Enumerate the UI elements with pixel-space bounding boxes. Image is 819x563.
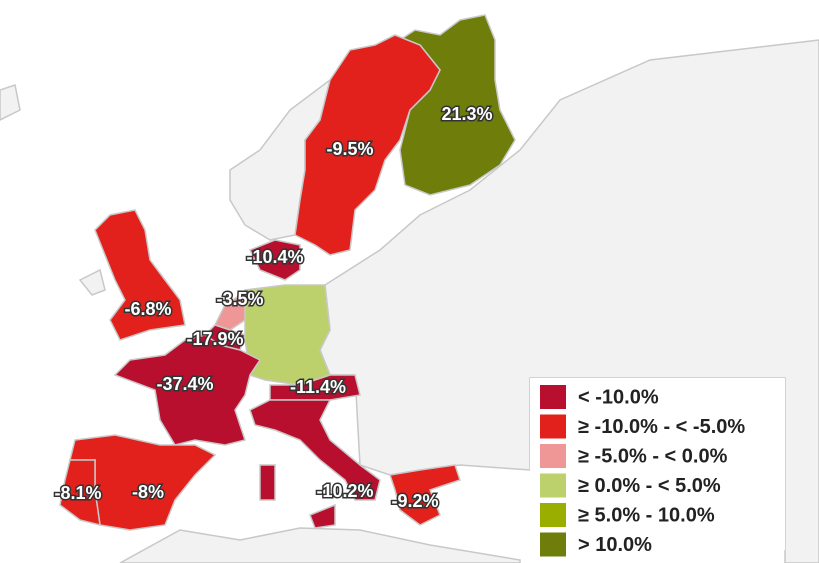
region-label: -9.2% [391, 491, 438, 511]
legend-swatch [540, 385, 566, 409]
region [249, 399, 381, 501]
legend-label: ≥ -10.0% - < -5.0% [578, 416, 745, 438]
region-label: -11.4% [290, 377, 346, 397]
legend-box [530, 378, 785, 550]
land [0, 84, 21, 121]
region [294, 34, 441, 256]
region [113, 334, 262, 446]
regions [59, 14, 516, 531]
legend-label: ≥ -5.0% - < 0.0% [578, 445, 728, 467]
region-label: -10.4% [246, 247, 303, 267]
region-labels: 21.3% -9.5% -10.4% -6.8% -3.5% -17.9% -37.4% -1… [53, 102, 494, 512]
land [119, 527, 521, 563]
region [59, 459, 101, 526]
legend-swatch [540, 503, 566, 527]
legend-swatch [540, 532, 566, 557]
land [78, 268, 106, 296]
legend-swatch [540, 473, 566, 498]
legend: < -10.0% ≥ -10.0% - < -5.0% ≥ -5.0% - < 0.… [530, 378, 785, 557]
legend-label: ≥ 5.0% - 10.0% [578, 504, 715, 526]
region-label: 21.3% [441, 104, 492, 124]
region-label: -37.4% [156, 374, 213, 394]
legend-label: < -10.0% [578, 386, 659, 408]
region [94, 209, 186, 341]
legend-swatch [540, 414, 566, 439]
region-label: -8% [132, 482, 164, 502]
region [248, 239, 301, 281]
legend-label: > 10.0% [578, 534, 652, 556]
region-label: -6.8% [124, 299, 171, 319]
region-label: -9.5% [326, 139, 373, 159]
region-label: -8.1% [54, 483, 101, 503]
legend-label: ≥ 0.0% - < 5.0% [578, 475, 721, 497]
region [213, 290, 246, 331]
region [259, 464, 276, 501]
region-label: -3.5% [216, 289, 263, 309]
region [389, 464, 461, 526]
region-label: -10.2% [316, 481, 373, 501]
legend-swatch [540, 444, 566, 468]
region-label: -17.9% [186, 329, 243, 349]
region [309, 503, 336, 529]
